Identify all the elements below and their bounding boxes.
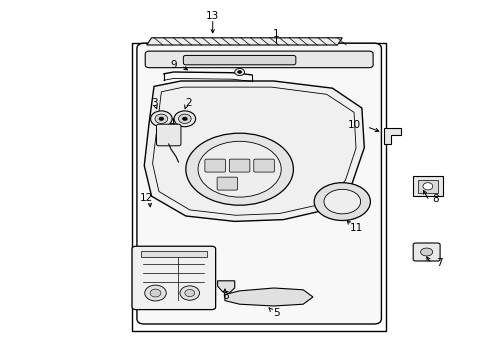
Bar xyxy=(132,43,386,331)
Text: 3: 3 xyxy=(150,98,157,108)
FancyBboxPatch shape xyxy=(183,55,295,65)
Text: 1: 1 xyxy=(272,29,279,39)
Circle shape xyxy=(422,183,432,190)
Circle shape xyxy=(182,117,187,121)
Bar xyxy=(412,176,442,196)
Circle shape xyxy=(150,289,161,297)
Polygon shape xyxy=(383,128,400,144)
FancyBboxPatch shape xyxy=(217,177,237,190)
Ellipse shape xyxy=(420,248,432,256)
FancyBboxPatch shape xyxy=(412,243,439,261)
FancyBboxPatch shape xyxy=(132,246,215,310)
FancyBboxPatch shape xyxy=(253,159,274,172)
FancyBboxPatch shape xyxy=(156,124,181,146)
Circle shape xyxy=(234,68,244,76)
Text: 12: 12 xyxy=(140,193,153,203)
Text: 6: 6 xyxy=(222,291,229,301)
Circle shape xyxy=(178,114,191,123)
FancyBboxPatch shape xyxy=(137,43,381,324)
Text: 2: 2 xyxy=(184,98,191,108)
Text: 11: 11 xyxy=(348,222,362,233)
Text: 4: 4 xyxy=(168,118,175,129)
FancyBboxPatch shape xyxy=(145,51,372,68)
Text: 7: 7 xyxy=(435,258,442,268)
Circle shape xyxy=(150,111,172,127)
Bar xyxy=(141,251,206,257)
Text: 13: 13 xyxy=(205,11,219,21)
Circle shape xyxy=(159,117,163,121)
Polygon shape xyxy=(144,81,364,221)
Text: 5: 5 xyxy=(272,308,279,318)
Circle shape xyxy=(184,289,194,297)
FancyBboxPatch shape xyxy=(204,159,225,172)
Polygon shape xyxy=(217,281,234,293)
Circle shape xyxy=(174,111,195,127)
Text: 10: 10 xyxy=(347,120,360,130)
Text: 8: 8 xyxy=(431,194,438,204)
Circle shape xyxy=(144,285,166,301)
Ellipse shape xyxy=(198,141,281,197)
Ellipse shape xyxy=(185,133,293,205)
Polygon shape xyxy=(224,288,312,306)
Ellipse shape xyxy=(313,183,370,220)
Circle shape xyxy=(155,114,167,123)
Polygon shape xyxy=(146,38,342,45)
Ellipse shape xyxy=(323,189,360,214)
FancyBboxPatch shape xyxy=(229,159,249,172)
Circle shape xyxy=(237,71,241,73)
Circle shape xyxy=(180,286,199,300)
Bar xyxy=(417,180,437,193)
Text: 9: 9 xyxy=(170,60,177,70)
